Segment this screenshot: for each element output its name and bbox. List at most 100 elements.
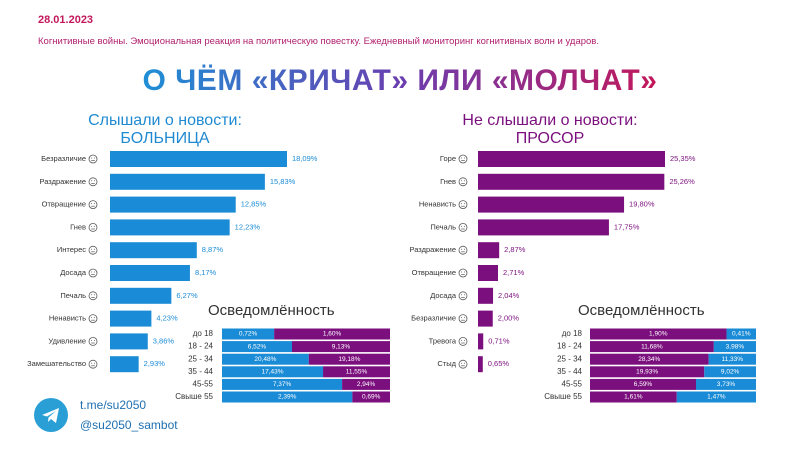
left-emotion-icon-eye-l <box>91 339 93 341</box>
awareness-left-age-label: до 18 <box>193 329 214 338</box>
left-category-label: Раздражение <box>39 177 86 186</box>
left-emotion-icon-eye-l <box>91 180 93 182</box>
right-bar <box>478 333 484 350</box>
right-category-label: Тревога <box>429 336 457 345</box>
right-emotion-icon <box>458 245 468 255</box>
left-emotion-icon <box>88 154 98 164</box>
right-emotion-icon-eye-l <box>461 317 463 319</box>
awareness-left-bar-segment-1 <box>222 341 292 353</box>
left-category-label: Отвращение <box>42 200 86 209</box>
right-category-label: Раздражение <box>409 245 456 254</box>
right-emotion-icon <box>458 359 468 369</box>
right-emotion-icon-eye-l <box>461 225 463 227</box>
left-category-label: Печаль <box>60 291 86 300</box>
right-category-label: Досада <box>430 291 457 300</box>
left-value-label: 8,17% <box>195 268 217 277</box>
awareness-left-value-label-1: 20,48% <box>254 356 276 363</box>
right-emotion-icon-eye-l <box>461 362 463 364</box>
awareness-title-right: Осведомлённость <box>578 302 705 319</box>
right-emotion-icon-eye-l <box>461 294 463 296</box>
left-emotion-icon-face <box>88 336 98 346</box>
left-category-label: Ненависть <box>49 314 86 323</box>
awareness-left-value-label-1: 2,39% <box>278 394 297 401</box>
awareness-left-bar-segment-2 <box>342 378 390 390</box>
awareness-right-age-label: 25 - 34 <box>557 354 582 363</box>
right-value-label: 19,80% <box>629 200 655 209</box>
right-category-label: Горе <box>440 154 456 163</box>
right-category-label: Печаль <box>430 222 456 231</box>
right-heading-line1: Не слышали о новости: <box>462 112 638 129</box>
left-emotion-icon-eye-r <box>93 271 95 273</box>
right-bar <box>478 265 498 281</box>
right-emotion-icon-eye-r <box>463 225 465 227</box>
date-label: 28.01.2023 <box>38 14 94 26</box>
right-emotion-icon-eye-r <box>463 180 465 182</box>
left-value-label: 8,87% <box>202 245 224 254</box>
right-emotion-icon-eye-l <box>461 180 463 182</box>
left-emotion-icon-face <box>88 314 98 324</box>
right-value-label: 2,04% <box>498 291 520 300</box>
left-emotion-icon-eye-l <box>91 317 93 319</box>
awareness-right-age-label: до 18 <box>562 329 583 338</box>
left-category-label: Досада <box>60 268 87 277</box>
left-bar <box>110 310 152 327</box>
left-heading-line2: БОЛЬНИЦА <box>120 130 210 147</box>
awareness-left-bar-segment-2 <box>274 328 390 340</box>
right-value-label: 2,00% <box>498 314 520 323</box>
right-emotion-icon-eye-r <box>463 271 465 273</box>
left-emotion-icon-eye-l <box>91 157 93 159</box>
left-emotion-icon-eye-r <box>93 157 95 159</box>
left-emotion-icon-eye-l <box>91 362 93 364</box>
page-title-text: О ЧЁМ «КРИЧАТ» ИЛИ «МОЛЧАТ» <box>142 64 658 97</box>
right-emotion-icon <box>458 291 468 301</box>
awareness-right-value-label-1: 1,90% <box>649 331 668 338</box>
left-emotion-icon-eye-l <box>91 203 93 205</box>
right-category-label: Ненависть <box>419 200 456 209</box>
channel-link[interactable]: t.me/su2050 <box>80 398 147 412</box>
left-emotion-icon-eye-l <box>91 294 93 296</box>
left-emotion-icon-face <box>88 291 98 301</box>
awareness-left-bar-segment-1 <box>222 366 324 378</box>
awareness-right-bar-segment-1 <box>590 353 709 365</box>
left-value-label: 18,09% <box>292 154 318 163</box>
right-emotion-icon-face <box>458 291 468 301</box>
left-emotion-icon-eye-r <box>93 203 95 205</box>
left-value-label: 12,85% <box>241 200 267 209</box>
right-emotion-icon <box>458 200 468 210</box>
left-emotion-icon-eye-r <box>93 180 95 182</box>
left-section-heading: Слышали о новости: БОЛЬНИЦА <box>60 112 270 148</box>
awareness-right-bar-segment-1 <box>590 378 697 390</box>
awareness-right-bar-segment-2 <box>708 353 756 365</box>
bot-link[interactable]: @su2050_sambot <box>80 418 178 432</box>
right-emotion-icon <box>458 268 468 278</box>
awareness-left-bar-segment-2 <box>352 391 390 403</box>
awareness-right-bar-segment-2 <box>726 328 756 340</box>
right-bar <box>478 287 494 304</box>
right-emotion-icon <box>458 336 468 346</box>
left-category-label: Гнев <box>70 222 86 231</box>
awareness-right-value-label-1: 1,61% <box>624 394 643 401</box>
left-emotion-icon <box>88 336 98 346</box>
left-emotion-icon <box>88 268 98 278</box>
awareness-left-value-label-1: 7,37% <box>273 381 292 388</box>
awareness-right-value-label-1: 11,68% <box>641 343 663 350</box>
awareness-right-value-label-2: 11,33% <box>722 356 744 363</box>
right-emotion-icon-eye-r <box>463 248 465 250</box>
right-emotion-icon <box>458 222 468 232</box>
left-emotion-icon-face <box>88 359 98 369</box>
awareness-right-value-label-1: 28,34% <box>638 356 660 363</box>
awareness-right-bar-segment-1 <box>590 391 677 403</box>
left-category-label: Интерес <box>57 245 86 254</box>
left-value-label: 15,83% <box>270 177 296 186</box>
left-emotion-icon-face <box>88 200 98 210</box>
right-emotion-icon <box>458 314 468 324</box>
right-emotion-icon-face <box>458 268 468 278</box>
awareness-right-value-label-2: 9,02% <box>721 369 740 376</box>
awareness-right-bar-segment-1 <box>590 341 714 353</box>
awareness-left-age-label: 45-55 <box>193 380 214 389</box>
awareness-right-bar-segment-1 <box>590 328 727 340</box>
awareness-left-bar-segment-1 <box>222 353 309 365</box>
left-heading-line1: Слышали о новости: <box>88 112 242 129</box>
left-emotion-icon-face <box>88 268 98 278</box>
left-bar <box>110 356 139 373</box>
